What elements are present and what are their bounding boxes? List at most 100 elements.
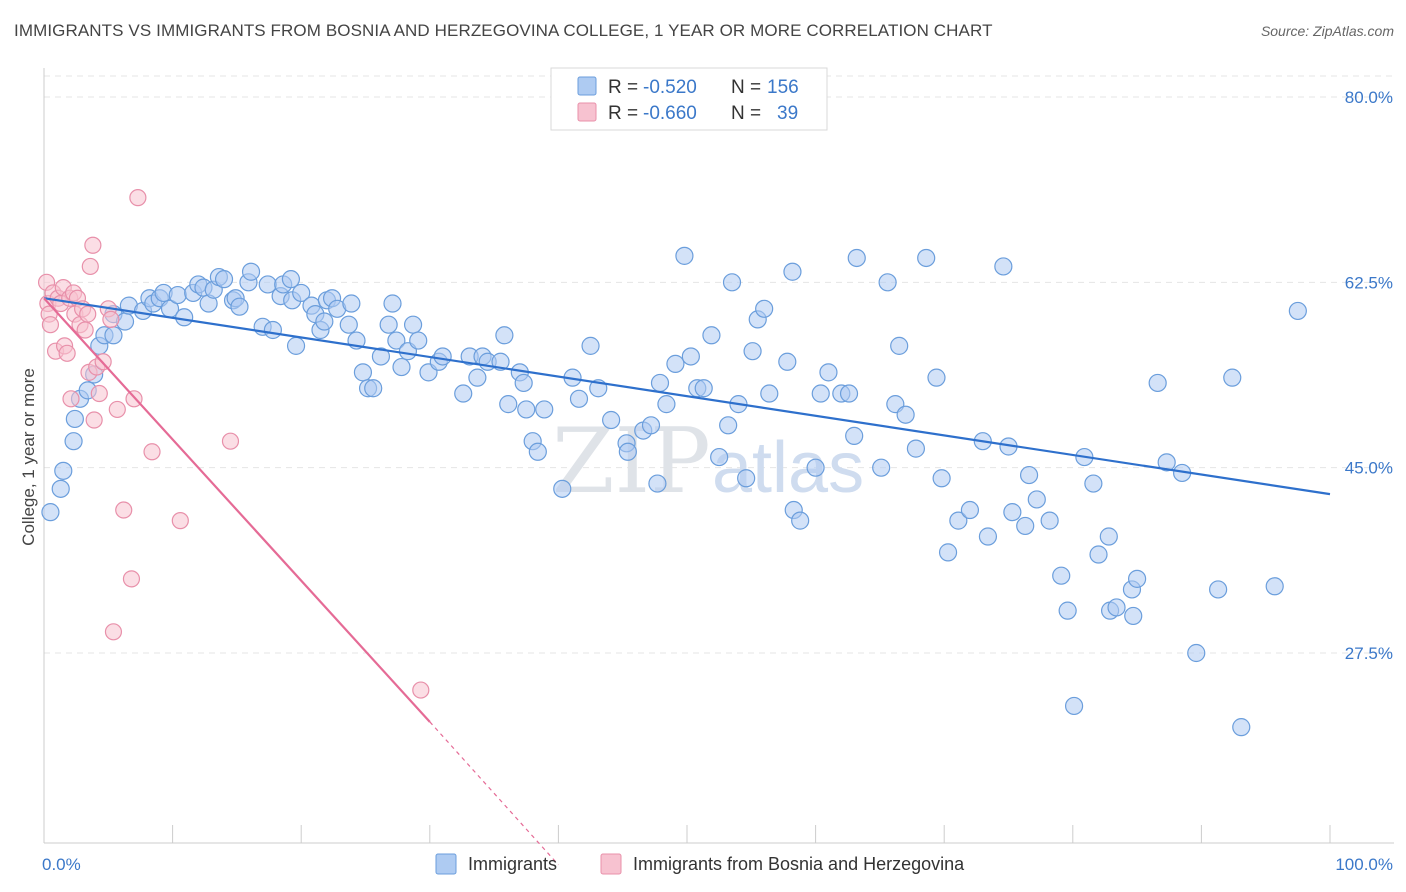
immigrants-point-102 [722,273,742,292]
bosnia-point-10 [58,344,76,362]
bosnia-point-23 [85,411,103,429]
immigrants-point-69 [468,368,487,387]
immigrants-point-133 [978,527,998,546]
correlation-legend: R = -0.520 N = 156 R = -0.660 N = 39 [550,67,828,131]
immigrants-point-73 [495,326,514,345]
legend-swatch-bosnia [577,102,597,122]
immigrants-point-81 [553,479,572,498]
immigrants-point-31 [230,297,249,316]
legend-r-label-2: R = [608,103,638,124]
bosnia-trend-extension [429,721,559,866]
immigrants-point-83 [569,389,589,408]
watermark-zip: ZIP [552,409,711,514]
series-legend: Immigrants Immigrants from Bosnia and He… [435,853,965,875]
immigrants-point-110 [783,262,802,281]
immigrants-point-118 [845,426,864,445]
bosnia-point-19 [79,305,97,323]
bosnia-point-18 [76,321,94,339]
immigrants-point-21 [175,308,194,327]
immigrants-point-90 [641,416,661,435]
immigrants-point-99 [702,326,721,345]
immigrants-point-53 [353,363,373,382]
legend-r-value-2: -0.660 [643,103,697,124]
immigrants-point-149 [1107,598,1126,617]
immigrants-point-153 [1148,373,1167,393]
immigrants-point-42 [292,283,311,303]
bottom-legend-swatch-immigrants [435,853,457,875]
immigrants-point-152 [1127,569,1147,588]
immigrants-point-76 [514,373,533,393]
immigrants-point-137 [1016,516,1035,536]
immigrants-point-86 [602,410,621,430]
immigrants-point-74 [499,395,518,414]
bosnia-point-12 [62,390,80,408]
immigrants-point-117 [839,384,859,403]
immigrants-point-119 [847,248,866,268]
legend-r-label-1: R = [608,77,638,98]
bottom-legend-bosnia: Immigrants from Bosnia and Herzegovina [633,854,965,874]
chart-title: IMMIGRANTS VS IMMIGRANTS FROM BOSNIA AND… [14,21,993,40]
legend-n-value-2: 39 [777,103,798,124]
bosnia-point-21 [81,257,99,276]
immigrants-point-46 [315,312,334,331]
immigrants-point-114 [811,384,830,403]
bottom-legend-immigrants: Immigrants [468,854,557,874]
immigrants-point-0 [41,503,60,522]
immigrants-point-92 [650,373,670,393]
immigrants-point-160 [1265,577,1284,596]
immigrants-point-28 [214,270,234,289]
x-tick-label-1: 100.0% [1335,855,1393,874]
immigrants-point-88 [618,442,637,461]
immigrants-point-142 [1058,601,1077,620]
immigrants-point-36 [263,320,283,340]
immigrants-point-20 [168,285,187,305]
immigrants-point-41 [286,336,306,355]
immigrants-point-136 [1003,503,1022,522]
immigrants-point-56 [371,347,391,366]
x-tick-label-0: 0.0% [42,855,81,874]
immigrants-point-129 [938,543,958,562]
legend-n-label-1: N = [731,77,761,98]
immigrants-point-39 [281,270,301,289]
immigrants-point-84 [581,336,600,355]
immigrants-point-57 [379,315,398,334]
immigrants-point-95 [675,246,694,265]
bosnia-point-28 [102,310,120,328]
bosnia-point-29 [104,623,123,641]
immigrants-point-115 [819,363,838,382]
immigrants-point-124 [896,405,915,424]
y-tick-label-1: 62.5% [1345,273,1393,292]
immigrants-point-94 [666,354,685,373]
immigrants-point-105 [743,342,762,361]
bosnia-trend-line [43,297,431,723]
bosnia-point-25 [90,384,108,403]
bosnia-point-22 [84,236,102,254]
immigrants-point-80 [535,400,554,419]
immigrants-point-63 [409,331,428,350]
immigrants-point-143 [1064,696,1084,716]
y-tick-labels: 80.0% 62.5% 45.0% 27.5% [1345,88,1393,663]
x-tick-labels: 0.0% 100.0% [42,855,1393,874]
immigrants-point-59 [387,331,406,350]
y-axis-title: College, 1 year or more [19,368,38,546]
immigrants-point-154 [1157,453,1176,472]
bosnia-point-36 [171,512,189,530]
immigrants-point-156 [1187,643,1206,663]
immigrants-point-125 [906,439,926,458]
legend-swatch-immigrants [577,76,597,96]
axes [43,68,1394,844]
immigrants-point-128 [932,469,951,488]
legend-n-label-2: N = [731,103,761,124]
immigrants-point-104 [737,469,756,488]
immigrants-point-159 [1232,718,1251,737]
immigrants-point-66 [433,347,452,366]
immigrants-point-151 [1124,606,1143,626]
immigrants-point-79 [528,442,547,461]
immigrants-point-130 [949,511,968,530]
immigrants-point-120 [872,458,891,477]
immigrants-point-96 [681,347,700,366]
series-bosnia-points [37,189,430,699]
y-tick-label-0: 80.0% [1345,88,1393,107]
immigrants-point-50 [339,315,358,334]
immigrants-point-145 [1084,474,1103,493]
